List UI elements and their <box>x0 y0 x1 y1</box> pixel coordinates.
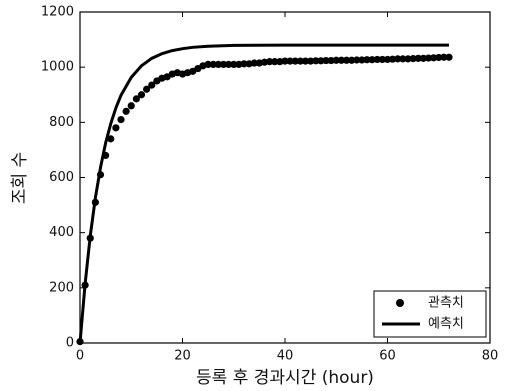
x-tick-label: 60 <box>379 349 396 364</box>
data-point <box>424 54 433 62</box>
data-point <box>225 60 233 69</box>
data-point <box>271 58 279 66</box>
data-point <box>440 53 448 61</box>
y-tick-label: 1200 <box>41 5 74 20</box>
data-point <box>399 55 407 63</box>
data-point <box>143 85 151 93</box>
data-point <box>363 56 371 64</box>
data-point <box>219 60 228 69</box>
x-tick-label: 80 <box>482 349 499 364</box>
data-point <box>322 56 330 65</box>
data-point <box>394 55 402 63</box>
data-point <box>368 56 376 64</box>
data-point <box>435 53 443 62</box>
data-point <box>389 55 397 63</box>
data-point <box>383 55 392 64</box>
y-axis-label: 조회 수 <box>10 152 30 204</box>
data-point <box>240 60 248 68</box>
data-point <box>281 57 289 65</box>
x-tick-label: 0 <box>76 349 84 364</box>
data-point <box>307 57 315 65</box>
data-point <box>117 115 125 124</box>
data-point <box>301 57 310 65</box>
data-point <box>327 56 335 65</box>
data-point <box>353 56 361 64</box>
data-point <box>204 60 212 69</box>
data-point <box>266 58 274 66</box>
data-point <box>214 60 222 69</box>
data-point <box>430 54 438 62</box>
y-tick-label: 400 <box>49 225 74 240</box>
data-point <box>291 57 299 65</box>
data-point <box>348 56 356 64</box>
data-point <box>250 59 258 67</box>
legend-label: 관측치 <box>428 296 464 311</box>
legend-marker <box>396 299 404 307</box>
data-point <box>378 55 386 64</box>
legend-box <box>373 290 487 338</box>
data-point <box>373 55 381 64</box>
data-point <box>286 57 294 65</box>
data-point <box>337 56 345 64</box>
data-point <box>148 81 156 89</box>
data-point <box>122 107 130 115</box>
data-point <box>445 53 453 61</box>
y-tick-label: 600 <box>49 170 74 185</box>
data-point <box>404 55 412 63</box>
data-point <box>127 102 135 110</box>
data-point <box>342 56 351 64</box>
x-tick-label: 40 <box>277 349 294 364</box>
data-point <box>414 54 422 62</box>
line <box>78 43 449 344</box>
data-point <box>112 124 120 132</box>
data-point <box>409 55 417 63</box>
data-point <box>132 95 140 103</box>
y-tick-label: 200 <box>49 280 74 295</box>
data-point <box>358 56 366 64</box>
data-point <box>107 135 115 143</box>
data-point <box>312 57 320 65</box>
data-point <box>209 60 217 69</box>
data-point <box>332 56 340 64</box>
legend-label: 예측치 <box>428 317 464 332</box>
data-point <box>137 91 146 99</box>
data-point <box>317 57 325 65</box>
data-point <box>296 57 304 65</box>
y-tick-label: 1000 <box>41 60 74 75</box>
data-point <box>230 60 238 69</box>
y-tick-label: 800 <box>49 115 74 130</box>
data-point <box>419 54 427 62</box>
x-tick-label: 20 <box>174 349 191 364</box>
x-axis-label: 등록 후 경과시간 (hour) <box>196 368 374 388</box>
y-tick-label: 0 <box>66 336 74 351</box>
